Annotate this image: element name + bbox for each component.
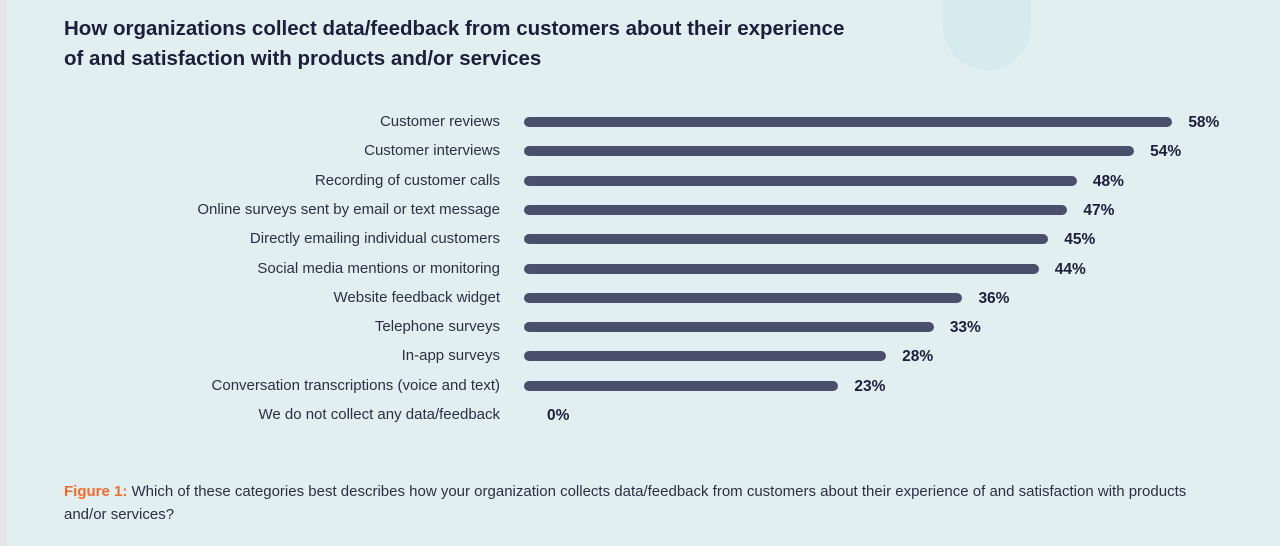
bar — [524, 263, 1039, 274]
category-label: In-app surveys — [401, 347, 500, 365]
bar — [524, 380, 839, 391]
category-label: Website feedback widget — [333, 288, 501, 306]
bar — [524, 234, 1049, 245]
bar-row: Customer reviews 58% — [0, 112, 1280, 132]
value-label: 58% — [1188, 114, 1220, 131]
value-label: 36% — [978, 289, 1010, 307]
figure-caption: Figure 1: Which of these categories best… — [64, 480, 1204, 526]
category-label: Social media mentions or monitoring — [257, 259, 500, 277]
bar — [524, 351, 887, 362]
value-label: 47% — [1083, 201, 1115, 219]
bar — [524, 175, 1077, 186]
category-label: Recording of customer calls — [314, 171, 500, 189]
bar-row: Customer interviews 54% — [0, 141, 1280, 161]
bar — [524, 204, 1068, 215]
left-edge-strip — [0, 0, 7, 546]
bar-row: Online surveys sent by email or text mes… — [0, 200, 1280, 220]
bar — [524, 146, 1135, 157]
category-label: Directly emailing individual customers — [249, 230, 500, 248]
category-label: Conversation transcriptions (voice and t… — [211, 376, 500, 394]
bar-row: Website feedback widget 36% — [0, 288, 1280, 308]
value-label: 54% — [1150, 143, 1182, 161]
value-label: 0% — [547, 407, 570, 424]
bar — [524, 292, 963, 303]
bar — [524, 322, 934, 333]
decorative-shape — [943, 0, 1031, 70]
value-label: 44% — [1054, 260, 1086, 278]
value-label: 33% — [949, 319, 981, 337]
caption-text: Which of these categories best describes… — [64, 483, 1187, 523]
bar — [524, 117, 1173, 127]
category-label: Customer interviews — [364, 142, 500, 160]
category-label: We do not collect any data/feedback — [258, 406, 500, 423]
value-label: 23% — [854, 377, 886, 395]
chart-title: How organizations collect data/feedback … — [64, 17, 845, 70]
bar-row: Conversation transcriptions (voice and t… — [0, 376, 1280, 396]
bar-row: Recording of customer calls 48% — [0, 171, 1280, 191]
figure-label: Figure 1: — [64, 483, 128, 500]
bar-row: We do not collect any data/feedback 0% — [0, 405, 1280, 425]
bar-row: Directly emailing individual customers 45… — [0, 229, 1280, 249]
bar-row: Telephone surveys 33% — [0, 317, 1280, 337]
value-label: 45% — [1064, 231, 1096, 249]
category-label: Customer reviews — [379, 113, 500, 130]
category-label: Online surveys sent by email or text mes… — [197, 200, 500, 218]
value-label: 28% — [902, 348, 934, 366]
category-label: Telephone surveys — [374, 318, 500, 336]
bar-row: In-app surveys 28% — [0, 346, 1280, 366]
bar-row: Social media mentions or monitoring 44% — [0, 259, 1280, 279]
value-label: 48% — [1092, 172, 1124, 190]
